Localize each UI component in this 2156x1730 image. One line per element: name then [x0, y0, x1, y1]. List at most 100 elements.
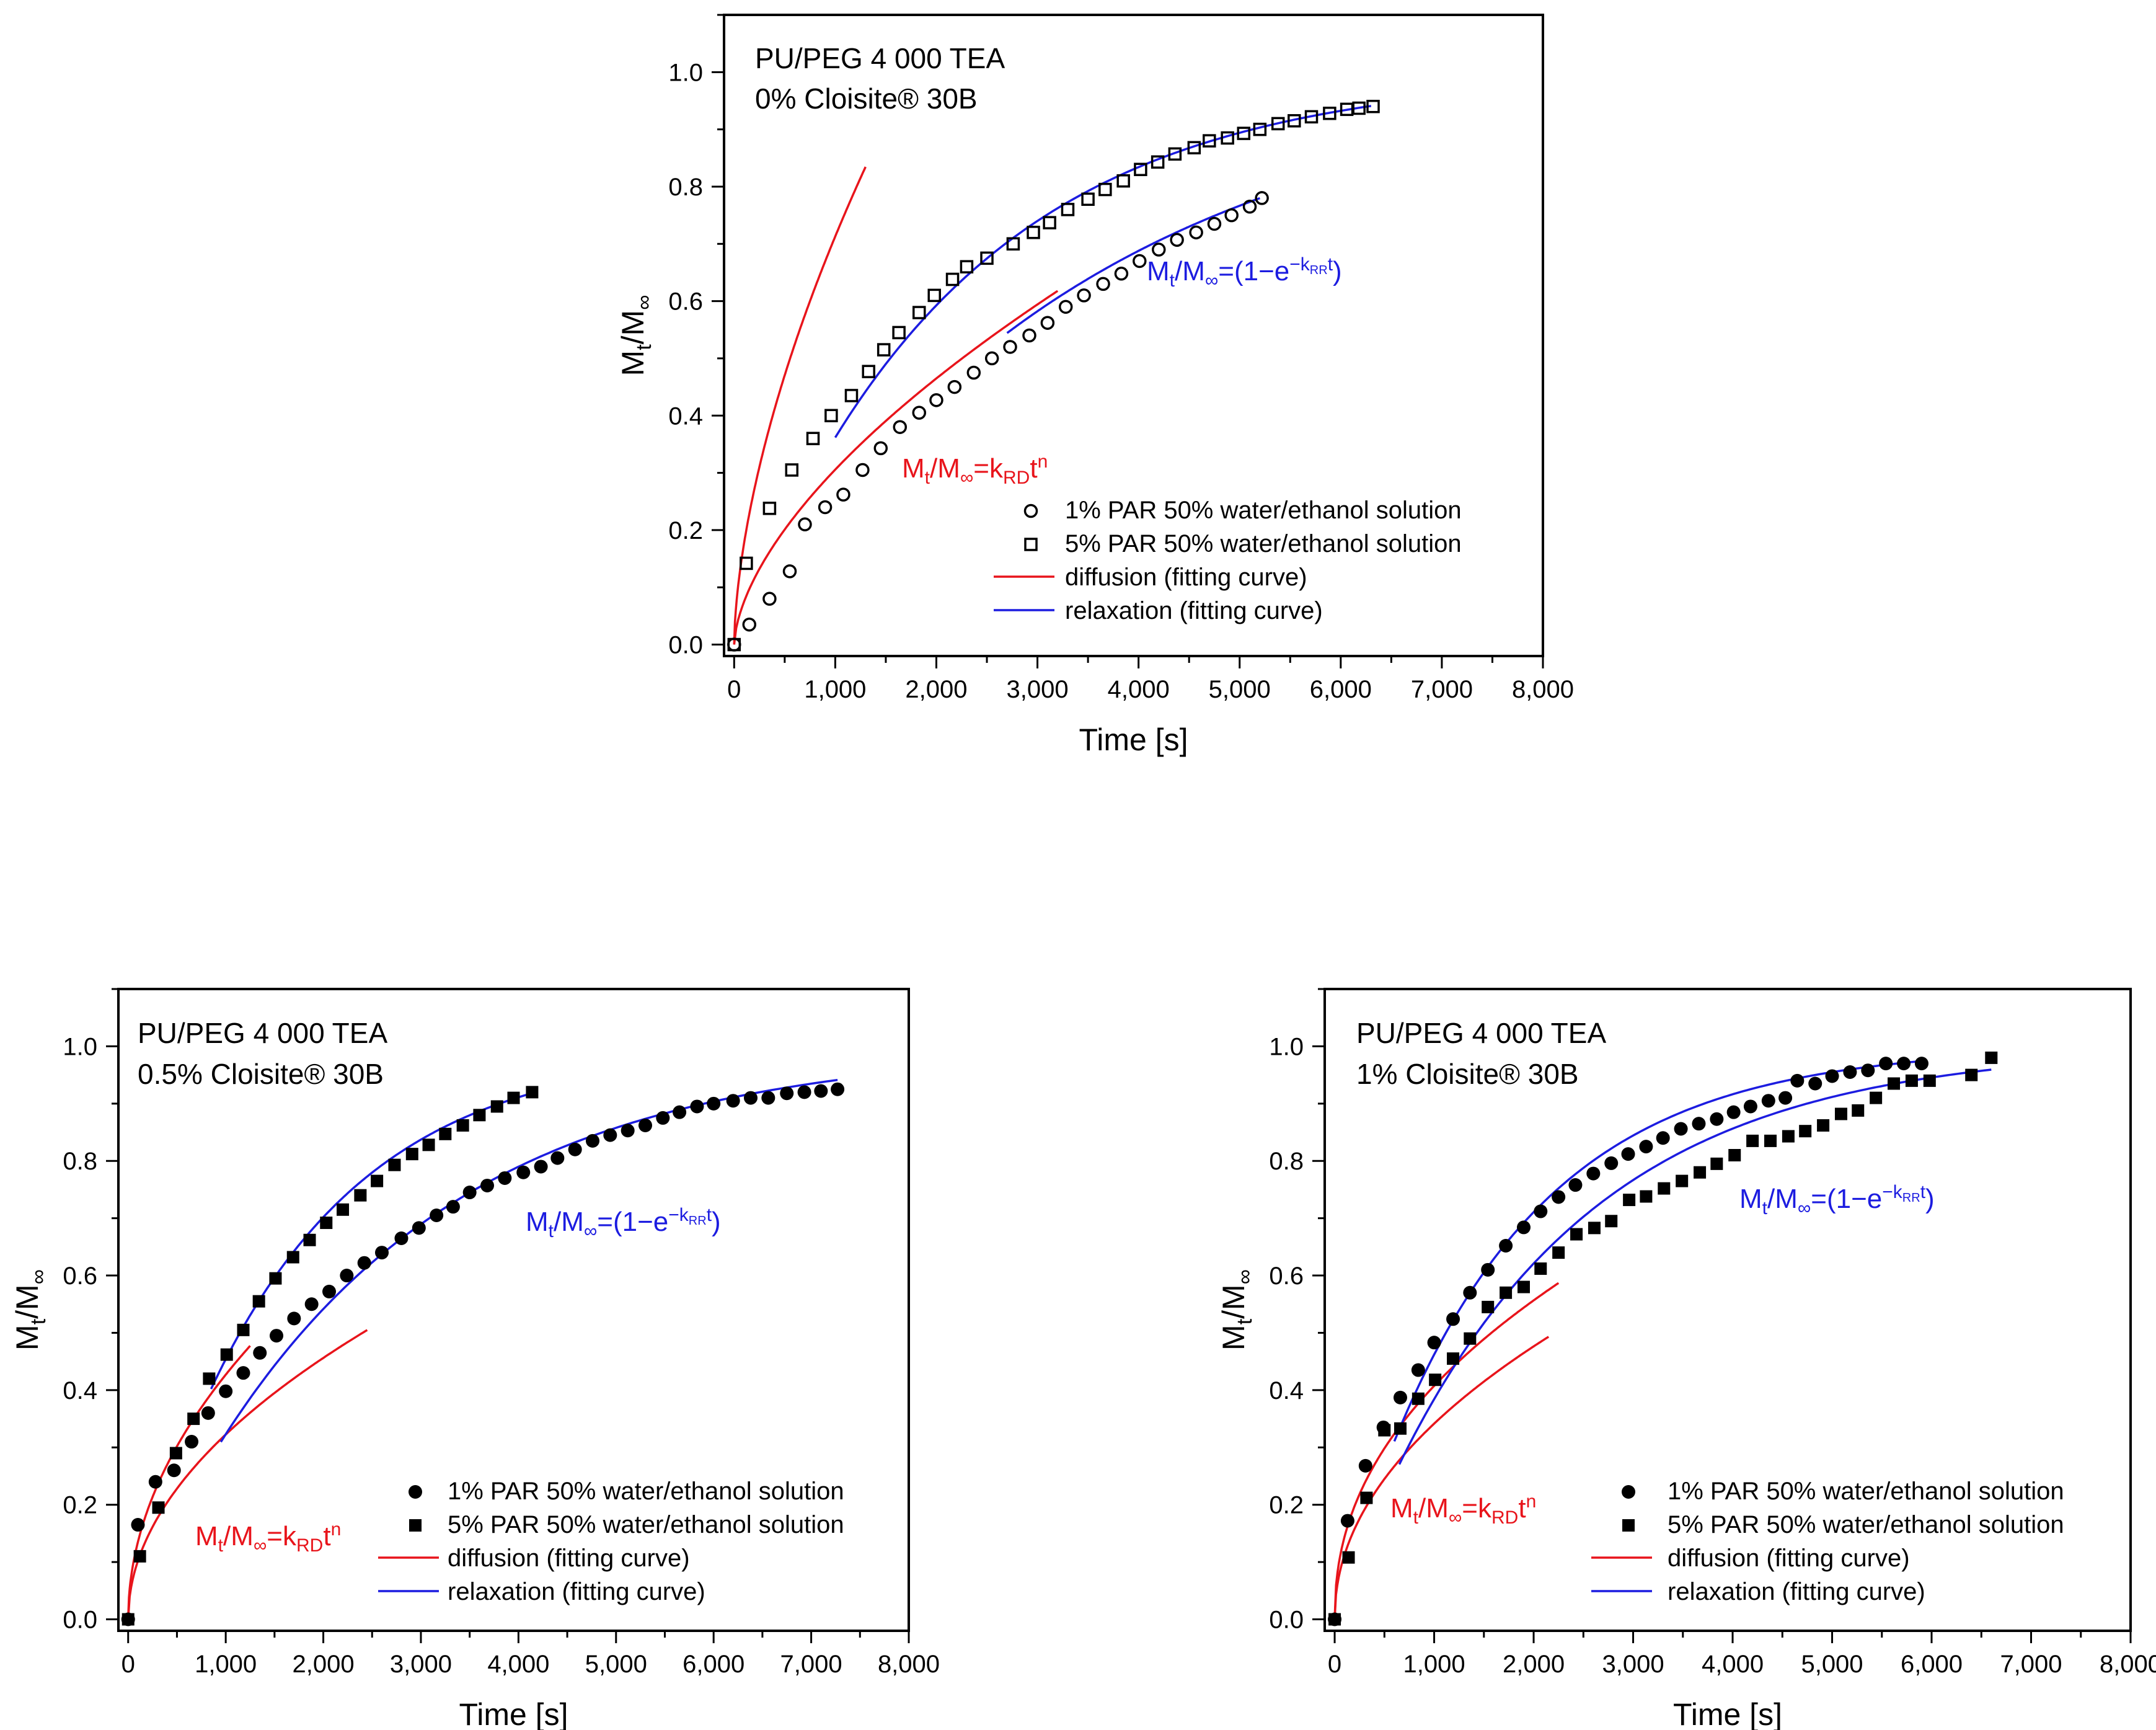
legend-label: diffusion (fitting curve) — [1065, 564, 1307, 591]
eq-mid: /M — [554, 1207, 584, 1237]
data-point-circle — [638, 1118, 652, 1132]
data-point-circle — [1077, 288, 1091, 303]
data-point-square — [1552, 1246, 1565, 1259]
y-axis-title: Mt/M∞ — [10, 1269, 50, 1351]
data-point-circle — [1255, 191, 1269, 205]
data-point-circle — [586, 1133, 599, 1148]
relaxation-fit-line — [210, 1091, 534, 1390]
y-axis-title-main: M — [616, 350, 650, 376]
data-point-circle — [1224, 208, 1239, 223]
relaxation-equation: Mt/M∞=(1−e−kRRt) — [1739, 1182, 1935, 1218]
eq-m: M — [1147, 256, 1170, 286]
data-point-circle — [1656, 1131, 1670, 1145]
data-point-square — [960, 260, 974, 273]
data-point-square — [1658, 1182, 1671, 1195]
series-2 — [121, 1086, 539, 1626]
data-point-square — [473, 1109, 486, 1122]
eq-mid: /M — [1175, 256, 1205, 286]
y-tick-label: 1.0 — [63, 1033, 97, 1060]
data-point-square — [507, 1091, 520, 1104]
data-point-circle — [1114, 267, 1129, 281]
data-point-square — [1799, 1125, 1812, 1138]
y-tick-label: 0.4 — [1269, 1377, 1304, 1404]
data-point-circle — [1096, 277, 1110, 291]
data-point-circle — [656, 1111, 670, 1125]
data-point-square — [133, 1550, 146, 1563]
data-point-circle — [603, 1128, 617, 1142]
eq-sub-rd: RD — [1003, 468, 1030, 488]
data-point-circle — [1897, 1057, 1911, 1071]
legend-label: 1% PAR 50% water/ethanol solution — [1668, 1478, 2064, 1505]
legend-item: diffusion (fitting curve) — [994, 564, 1307, 591]
eq-sub-inf: ∞ — [584, 1221, 597, 1241]
y-tick-label: 0.2 — [668, 517, 703, 544]
data-point-square — [1360, 1491, 1373, 1504]
data-point-square — [269, 1272, 282, 1285]
series-1 — [727, 191, 1269, 652]
eq-m: M — [195, 1521, 218, 1551]
panel-title: PU/PEG 4 000 TEA — [138, 1017, 387, 1049]
data-point-square — [1378, 1424, 1391, 1437]
data-point-square — [1728, 1148, 1741, 1161]
eq-eq: =(1−e — [597, 1207, 668, 1237]
data-point-square — [1500, 1286, 1513, 1299]
series-2 — [727, 99, 1380, 652]
data-point-square — [1288, 114, 1301, 128]
y-axis-title-main: M — [1216, 1324, 1251, 1351]
eq-sup-k: −k — [668, 1205, 689, 1225]
x-tick-label: 7,000 — [780, 1651, 842, 1678]
x-tick-label: 8,000 — [1512, 676, 1574, 703]
legend-item: 1% PAR 50% water/ethanol solution — [409, 1478, 844, 1505]
data-point-square — [1043, 216, 1056, 229]
eq-m: M — [526, 1207, 549, 1237]
legend-item: relaxation (fitting curve) — [378, 1578, 705, 1605]
data-point-square — [1081, 192, 1095, 206]
data-point-circle — [780, 1086, 794, 1101]
data-point-circle — [1639, 1140, 1653, 1154]
eq-mid: /M — [223, 1521, 254, 1551]
plot-frame — [723, 14, 1544, 657]
eq-eq: =(1−e — [1811, 1184, 1882, 1214]
y-tick-label: 0.2 — [63, 1492, 97, 1519]
data-point-circle — [966, 365, 981, 380]
eq-eq: =(1−e — [1218, 256, 1289, 286]
eq-sub-t: t — [1170, 270, 1175, 291]
eq-sub-inf: ∞ — [1205, 270, 1218, 291]
data-point-square — [1221, 131, 1234, 145]
data-point-circle — [690, 1099, 704, 1114]
diffusion-equation: Mt/M∞=kRDtn — [1390, 1491, 1536, 1528]
data-point-square — [1965, 1068, 1978, 1081]
data-point-square — [1852, 1104, 1865, 1117]
data-point-circle — [550, 1151, 565, 1165]
data-point-square — [187, 1413, 200, 1426]
data-point-square — [1676, 1174, 1689, 1187]
data-point-square — [1905, 1074, 1918, 1087]
data-point-square — [945, 272, 960, 286]
data-point-square — [844, 389, 859, 402]
x-axis: 0 1,000 2,000 3,000 4,000 5,000 6,000 7,000 8,00… — [727, 656, 1574, 703]
data-point-square — [1352, 101, 1366, 115]
data-point-square — [1412, 1392, 1425, 1405]
legend-square-marker — [1024, 538, 1038, 551]
data-point-circle — [1710, 1112, 1724, 1126]
data-point-square — [1253, 122, 1267, 136]
y-axis-title-sub: t — [632, 344, 656, 350]
y-tick-label: 1.0 — [1269, 1033, 1304, 1060]
data-point-circle — [1534, 1204, 1548, 1218]
legend-label: 1% PAR 50% water/ethanol solution — [448, 1478, 844, 1505]
data-point-square — [1985, 1051, 1998, 1064]
data-point-square — [1588, 1222, 1601, 1235]
y-axis-title-sub: t — [27, 1318, 50, 1324]
legend-label: diffusion (fitting curve) — [1668, 1545, 1910, 1572]
data-point-square — [1116, 174, 1130, 188]
y-axis-title-slash: /M — [1216, 1284, 1251, 1319]
data-point-circle — [1914, 1057, 1928, 1071]
data-point-square — [1870, 1091, 1883, 1104]
x-tick-label: 0 — [727, 676, 741, 703]
y-axis-title-sub: t — [1233, 1318, 1257, 1324]
data-point-circle — [462, 1186, 477, 1200]
data-point-square — [1271, 117, 1285, 131]
data-point-circle — [1133, 254, 1147, 268]
y-tick-label: 0.8 — [63, 1148, 97, 1175]
data-point-circle — [912, 406, 927, 420]
